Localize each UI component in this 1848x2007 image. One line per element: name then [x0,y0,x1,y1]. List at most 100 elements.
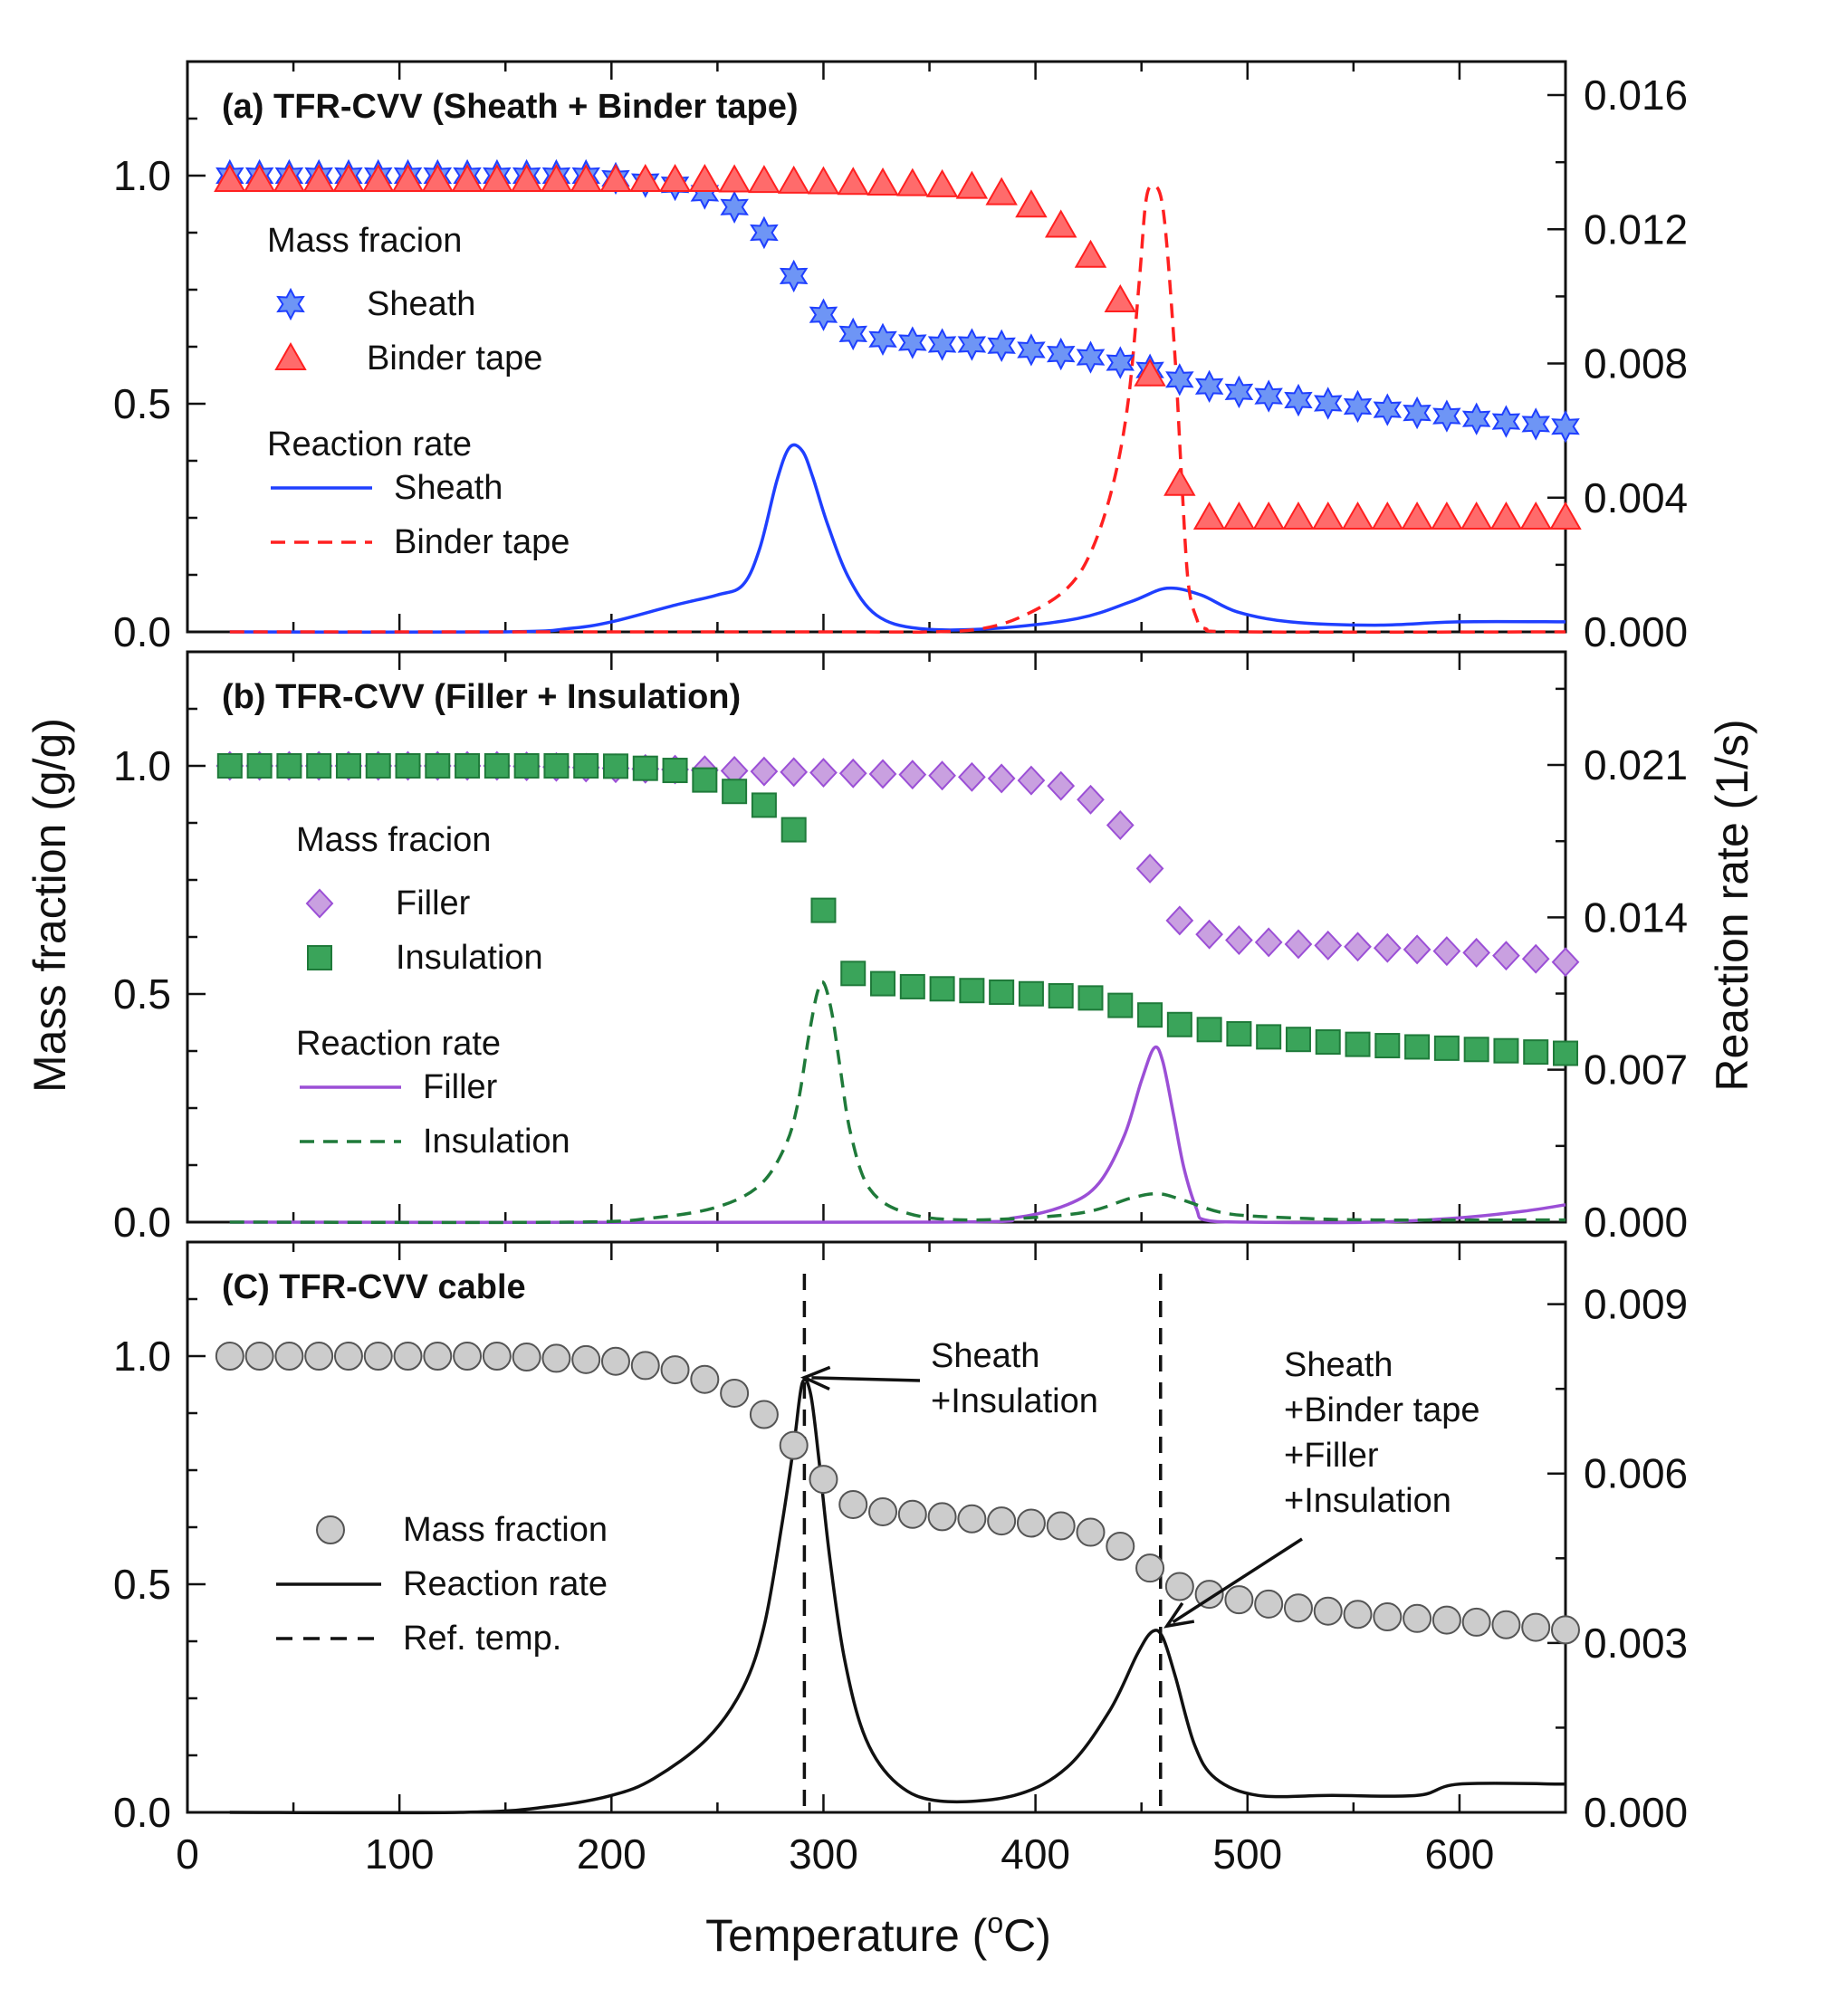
mass-point-binder-tape [896,167,929,196]
mass-point-insulation [1315,1029,1341,1056]
mass-point-mass-fraction [1135,1553,1165,1583]
mass-point-sheath [1373,393,1403,426]
mass-point-insulation [335,753,361,779]
annotation-arrowhead [1163,1601,1195,1629]
mass-point-mass-fraction [1164,1572,1194,1601]
mass-point-mass-fraction [453,1342,483,1371]
y-left-tick-label: 0.0 [113,1789,171,1836]
mass-point-filler [1135,853,1164,884]
y-right-tick-label: 0.021 [1584,741,1688,788]
mass-point-binder-tape [1074,239,1107,268]
legend-mass-item: Insulation [396,939,543,977]
mass-point-binder-tape [1312,501,1345,530]
annotation-1: Sheath +Insulation [800,1337,1098,1420]
mass-point-sheath [1284,383,1313,417]
x-axis-title-main: Temperature ( [705,1910,988,1961]
mass-point-insulation [513,753,540,779]
mass-point-mass-fraction [1106,1532,1135,1561]
legend-marker-binder-tape [274,341,307,370]
y-right-tick-label: 0.014 [1584,894,1688,941]
mass-point-insulation [1196,1017,1222,1043]
y-left-tick-label: 1.0 [113,742,171,789]
mass-point-insulation [870,970,896,997]
mass-point-binder-tape [748,165,780,194]
mass-point-filler [1017,765,1046,796]
y-right-tick-label: 0.007 [1584,1047,1688,1094]
mass-point-filler [750,756,779,787]
mass-point-mass-fraction [720,1378,750,1408]
mass-point-binder-tape [1104,283,1137,312]
mass-point-filler [780,757,809,788]
mass-point-binder-tape [658,164,692,193]
mass-point-binder-tape [1341,501,1374,530]
mass-point-sheath [720,190,749,224]
mass-point-mass-fraction [1373,1602,1403,1632]
x-tick-label: 500 [1212,1830,1282,1878]
mass-point-sheath [1314,387,1343,420]
mass-point-binder-tape [837,167,869,196]
mass-point-binder-tape [243,164,276,193]
mass-point-binder-tape [867,167,899,196]
mass-point-mass-fraction [1224,1585,1254,1615]
mass-point-mass-fraction [927,1502,957,1532]
mass-point-sheath [1076,340,1106,374]
legend-item: Mass fraction [403,1511,608,1549]
mass-point-insulation [484,753,510,779]
mass-point-sheath [1491,405,1521,438]
rate-line-sheath [229,443,1566,635]
y-right-tick-label: 0.003 [1584,1620,1688,1667]
mass-point-insulation [216,753,243,779]
x-tick-label: 600 [1425,1830,1495,1878]
mass-point-insulation [1226,1021,1252,1047]
mass-point-insulation [959,978,985,1004]
y-left-tick-label: 0.5 [113,970,171,1018]
mass-point-insulation [1018,980,1044,1007]
mass-point-mass-fraction [333,1342,363,1371]
mass-point-insulation [455,753,481,779]
mass-point-mass-fraction [779,1430,809,1460]
legend-mass-item: Sheath [367,285,475,323]
x-tick-label: 100 [365,1830,435,1878]
mass-point-sheath [1403,396,1431,430]
mass-point-filler [1462,937,1491,968]
x-axis-title-sup: o [987,1907,1003,1939]
mass-point-mass-fraction [630,1351,660,1381]
y-right-tick-label: 0.008 [1584,340,1688,387]
annotation-text: +Insulation [931,1382,1098,1420]
legend-rate-header: Reaction rate [296,1025,501,1063]
mass-point-insulation [1137,1002,1163,1028]
mass-point-insulation [1256,1024,1282,1050]
mass-point-mass-fraction [393,1342,423,1371]
mass-point-binder-tape [540,164,573,193]
mass-point-filler [1106,810,1135,840]
mass-point-sheath [1521,407,1551,441]
mass-point-sheath [957,328,987,361]
mass-point-sheath [750,215,779,250]
mass-point-sheath [927,328,957,361]
mass-point-binder-tape [1549,501,1582,530]
rate-line-reaction-rate [229,1378,1566,1815]
annotation-text: Sheath [1284,1346,1393,1384]
mass-point-binder-tape [718,164,751,193]
mass-point-binder-tape [1489,501,1523,530]
mass-point-mass-fraction [1521,1612,1551,1642]
mass-point-insulation [1374,1033,1401,1059]
mass-point-insulation [395,753,421,779]
mass-point-mass-fraction [1283,1593,1313,1623]
mass-point-filler [1314,930,1343,960]
mass-point-filler [1225,925,1253,955]
mass-point-insulation [1553,1040,1578,1066]
mass-point-insulation [1107,992,1134,1018]
mass-point-insulation [543,753,570,779]
legend-item: Reaction rate [403,1565,608,1603]
mass-point-filler [1077,784,1105,815]
mass-point-filler [958,761,986,792]
mass-point-mass-fraction [1016,1508,1046,1538]
y-right-tick-label: 0.012 [1584,205,1688,253]
mass-point-binder-tape [510,164,543,193]
mass-point-insulation [1433,1035,1460,1061]
mass-point-insulation [929,976,955,1002]
y-right-tick-label: 0.006 [1584,1450,1688,1497]
mass-point-mass-fraction [660,1355,690,1385]
rate-line-insulation [229,980,1566,1225]
